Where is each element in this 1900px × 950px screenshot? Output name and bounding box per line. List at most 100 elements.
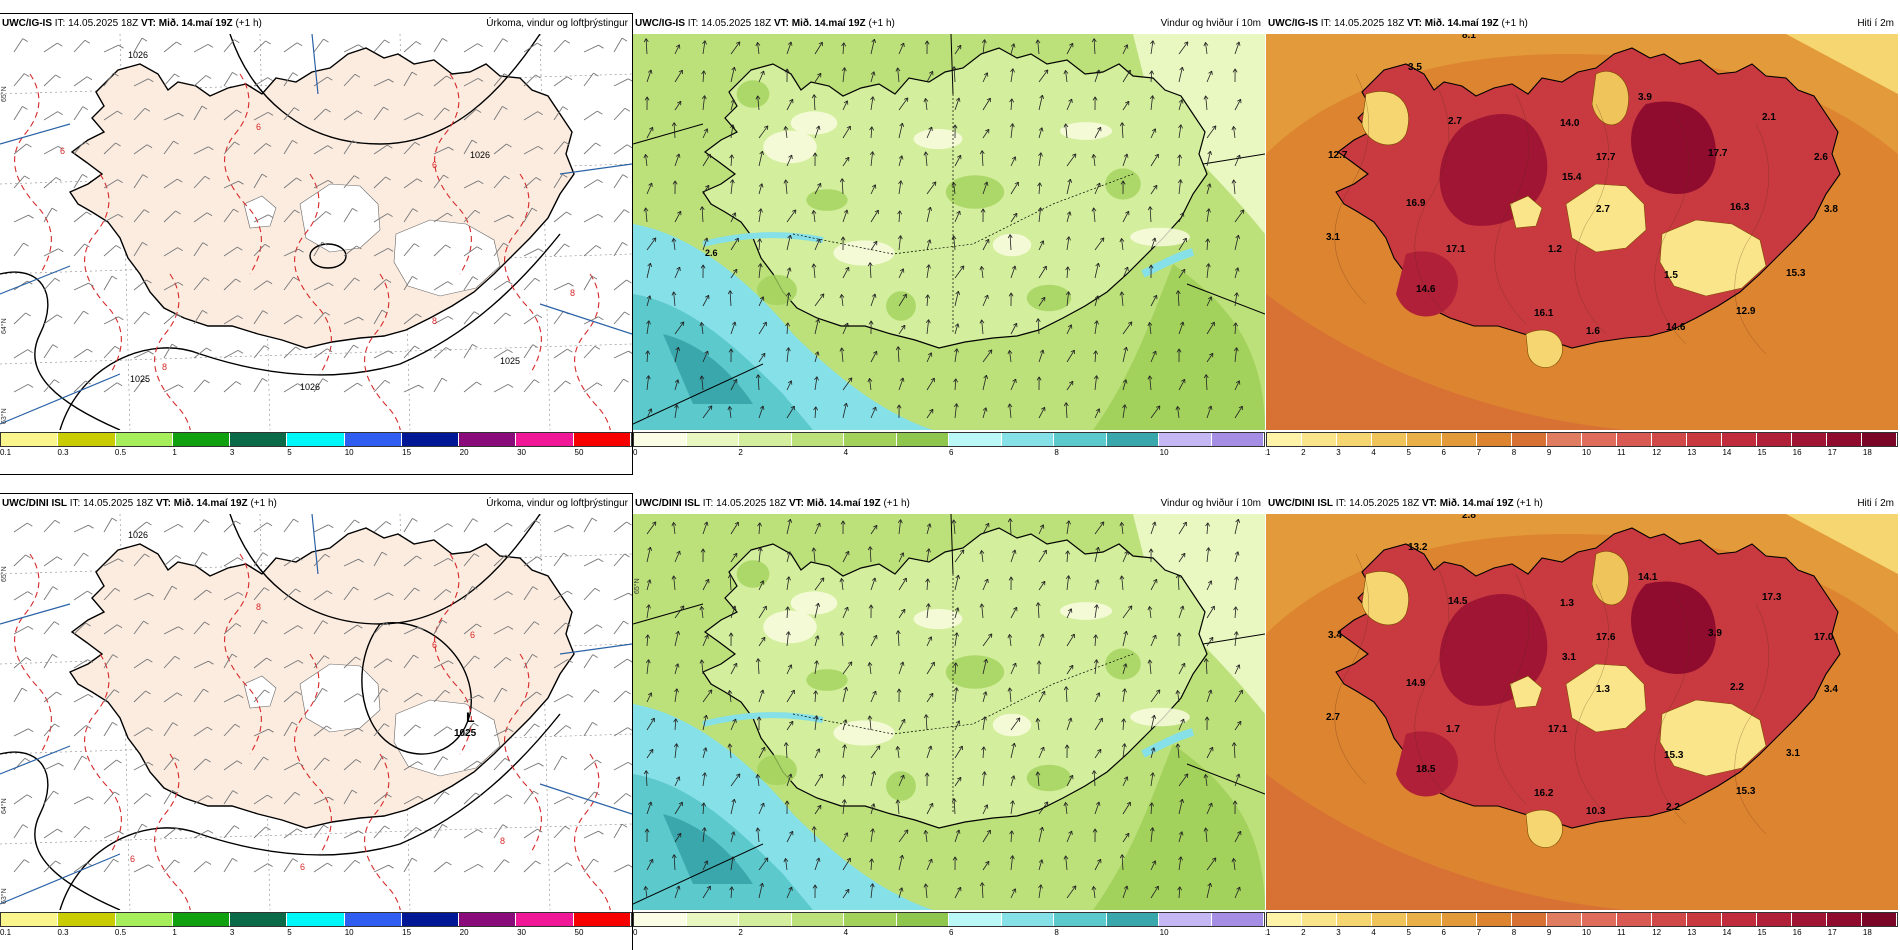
projection-lines	[0, 34, 632, 425]
legend-tick-label: 5	[1406, 928, 1411, 937]
precip-map[interactable]: 1026 6 6 6 8 8 6 L 1025 65°N 64°N 63°N	[0, 514, 632, 910]
legend-tick-label: 17	[1827, 928, 1837, 937]
legend-color-bar	[0, 912, 632, 927]
panel-header: UWC/IG-IS IT: 14.05.2025 18Z VT: Mið. 14…	[633, 14, 1265, 34]
temperature-label: 16.3	[1730, 202, 1750, 213]
legend-swatch	[1407, 433, 1442, 446]
wind-map[interactable]: 2.6	[633, 34, 1265, 430]
legend-ticks: 1 2 3 4 5 6 7 8 9 10 11 12 13 14 15 16 17 18	[1266, 927, 1898, 939]
temperature-label: 3.9	[1708, 628, 1722, 639]
legend-swatch	[344, 913, 402, 926]
vt-label: VT:	[1421, 498, 1437, 509]
temperature-label: 3.9	[1638, 92, 1652, 103]
legend-color-bar	[633, 912, 1265, 927]
legend-swatch	[58, 913, 116, 926]
legend-swatch	[1582, 433, 1617, 446]
temperature-label: 17.7	[1596, 152, 1616, 163]
temp-legend: 1 2 3 4 5 6 7 8 9 10 11 12 13 14 15 16 17 18	[1266, 432, 1898, 460]
temperature-label: 3.1	[1562, 652, 1576, 663]
legend-tick-label: 0.3	[57, 928, 69, 937]
temperature-label: 15.3	[1736, 786, 1756, 797]
wind-map[interactable]: 65°N	[633, 514, 1265, 910]
legend-swatch	[1792, 433, 1827, 446]
temperature-label: 18.5	[1416, 764, 1436, 775]
legend-tick-label: 10	[1582, 448, 1591, 457]
legend-tick-label: 1	[172, 928, 177, 937]
temperature-label: 2.7	[1448, 116, 1462, 127]
legend-color-bar	[633, 432, 1265, 447]
wind-arrows	[643, 38, 1245, 419]
precip-map[interactable]: 1026 1026 1026 1025 1025 6 6 6 8 8 8 65°N 64°N 63°N	[0, 34, 632, 430]
temp-map[interactable]: 8.1 3.5 2.7 12.7 14.0 3.9 2.1 17.7 17.7 2.6 15.4 16…	[1266, 34, 1898, 430]
panel-igis-wind: UWC/IG-IS IT: 14.05.2025 18Z VT: Mið. 14…	[633, 14, 1590, 474]
glacier-outline	[243, 675, 277, 709]
temperature-label: 17.3	[1762, 592, 1782, 603]
legend-tick-label: 16	[1792, 448, 1802, 457]
temperature-label: 16.9	[1406, 198, 1426, 209]
legend-swatch	[791, 433, 844, 446]
legend-tick-label: 1	[1266, 928, 1271, 937]
model-name: UWC/IG-IS	[635, 18, 685, 29]
contour-label: 1026	[470, 150, 490, 160]
temperature-label: 1.2	[1548, 244, 1562, 255]
isotherm-lines	[1334, 73, 1770, 355]
temperature-label: 3.1	[1786, 748, 1800, 759]
legend-swatch	[896, 433, 949, 446]
legend-color-bar	[1266, 912, 1898, 927]
isotherm-lines	[1334, 553, 1770, 835]
vt-label: VT:	[788, 498, 804, 509]
legend-tick-label: 6	[949, 448, 954, 457]
contour-label: 1026	[300, 382, 320, 392]
legend-swatch	[1159, 433, 1212, 446]
legend-swatch	[1106, 433, 1159, 446]
legend-tick-label: 3	[1336, 928, 1341, 937]
sea-temp-bands	[1266, 514, 1898, 910]
contour-label: 8	[256, 602, 261, 612]
contour-label: 8	[570, 288, 575, 298]
legend-tick-label: 12	[1652, 928, 1662, 937]
warm-zones	[1396, 581, 1716, 797]
temperature-label: 14.1	[1638, 572, 1658, 583]
fjord-highlight	[1141, 728, 1195, 758]
legend-tick-label: 0.3	[57, 448, 69, 457]
legend-ticks: 0.1 0.3 0.5 1 3 5 10 15 20 30 50	[0, 447, 632, 459]
legend-tick-label: 7	[1476, 448, 1482, 457]
legend-tick-label: 4	[843, 448, 849, 457]
legend-tick-label: 9	[1546, 448, 1552, 457]
legend-swatch	[1792, 913, 1827, 926]
legend-tick-label: 15	[1757, 928, 1767, 937]
contour-label: 6	[432, 640, 437, 650]
legend-ticks: 1 2 3 4 5 6 7 8 9 10 11 12 13 14 15 16 17 18	[1266, 447, 1898, 459]
panel-title: Hiti í 2m	[1857, 498, 1894, 509]
lead-time: (+1 h)	[883, 498, 910, 509]
sea-temp-bands	[1266, 34, 1898, 430]
isobars	[0, 514, 561, 910]
latitude-label: 63°N	[0, 408, 8, 424]
legend-tick-label: 14	[1722, 448, 1732, 457]
contour-label: 6	[60, 146, 65, 156]
legend-swatch	[686, 433, 739, 446]
legend-swatch	[1, 433, 59, 446]
legend-tick-label: 18	[1862, 928, 1872, 937]
vt-label: VT:	[155, 498, 171, 509]
lead-time: (+1 h)	[1501, 18, 1528, 29]
temp-map[interactable]: 2.8 13.2 14.5 3.4 1.3 14.1 17.3 17.6 3.9 17.0 3.1 1…	[1266, 514, 1898, 910]
legend-swatch	[1617, 433, 1652, 446]
legend-tick-label: 10	[344, 448, 354, 457]
temperature-label: 1.7	[1446, 724, 1460, 735]
legend-tick-label: 11	[1617, 448, 1626, 457]
legend-tick-label: 7	[1476, 928, 1482, 937]
legend-swatch	[1337, 913, 1372, 926]
legend-tick-label: 50	[574, 928, 584, 937]
point-value-label: 2.6	[705, 248, 718, 258]
contour-label: 6	[300, 862, 305, 872]
legend-swatch	[1547, 913, 1582, 926]
lead-time: (+1 h)	[250, 498, 277, 509]
lead-time: (+1 h)	[868, 18, 895, 29]
legend-tick-label: 18	[1862, 448, 1872, 457]
legend-swatch	[1302, 433, 1337, 446]
legend-tick-label: 0.5	[114, 928, 127, 937]
init-time: 14.05.2025 18Z	[83, 498, 154, 509]
legend-swatch	[949, 913, 1002, 926]
legend-tick-label: 11	[1617, 928, 1626, 937]
